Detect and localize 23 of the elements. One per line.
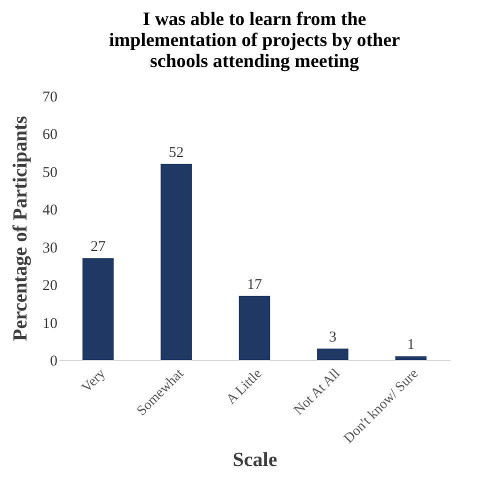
data-label: 1 [407,337,415,354]
y-tick-label: 10 [42,316,58,332]
data-label: 52 [168,144,184,161]
data-label: 3 [328,330,336,346]
x-tick-label: Not At All [291,366,344,418]
y-tick-label: 0 [50,354,58,370]
y-tick-label: 30 [42,240,58,256]
y-tick-label: 20 [42,278,58,294]
bar [238,296,270,360]
y-tick-label: 70 [42,90,58,106]
chart-title: I was able to learn from the implementation of projects by other schools attending meeting [109,9,401,72]
y-axis-title: Percentage of Participants [10,116,32,342]
y-tick-label: 40 [42,202,58,219]
x-tick-label: Very [79,366,109,396]
bar [395,356,427,360]
bar [160,164,192,360]
x-axis-title: Scale [232,448,278,471]
y-tick-label: 60 [42,127,58,144]
bar [317,348,348,360]
y-tick-label: 50 [42,164,58,181]
data-label: 27 [90,239,106,256]
bar [82,258,114,360]
data-label: 17 [247,276,262,293]
